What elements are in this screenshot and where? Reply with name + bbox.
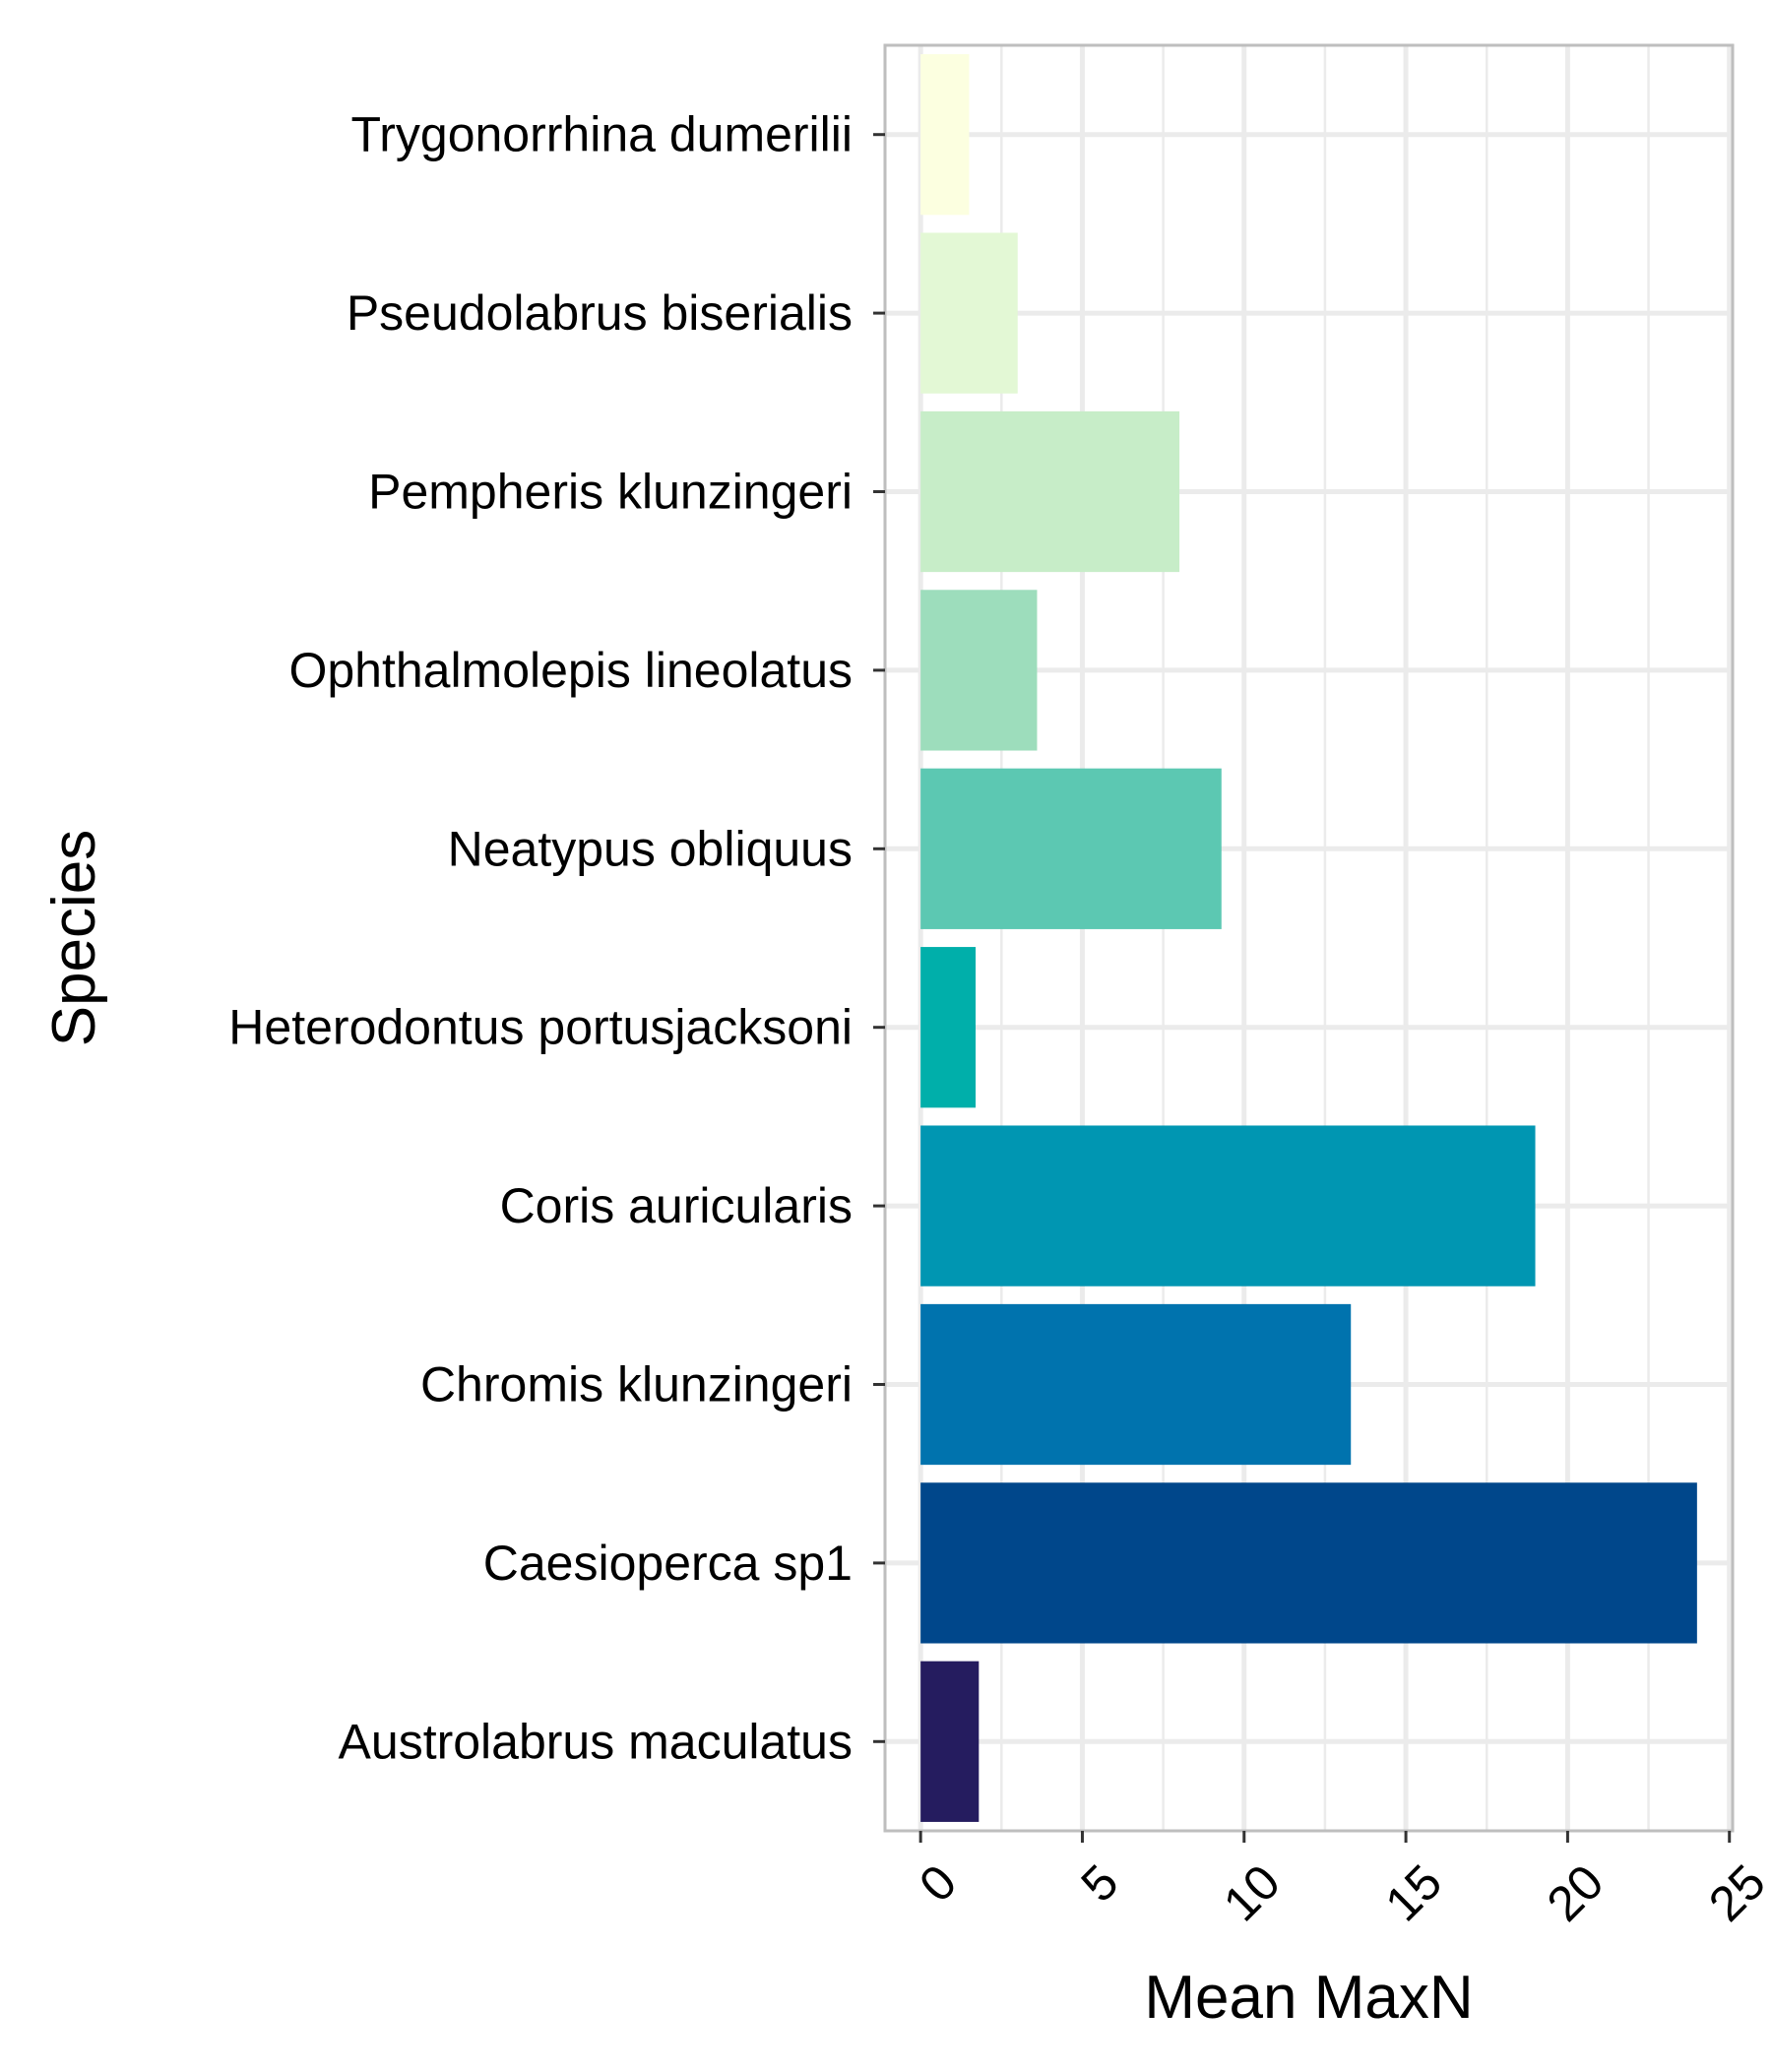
y-tick-label: Ophthalmolepis lineolatus <box>288 643 853 698</box>
bar <box>920 590 1038 751</box>
bar <box>920 1125 1536 1287</box>
bar <box>920 54 970 216</box>
panel-border <box>883 43 1735 1833</box>
bar <box>920 410 1180 573</box>
x-axis-title: Mean MaxN <box>1144 1964 1473 2032</box>
bar <box>920 1661 980 1822</box>
y-tick-label: Chromis klunzingeri <box>420 1357 853 1413</box>
bar <box>920 1303 1352 1466</box>
y-tick-label: Neatypus obliquus <box>448 821 853 876</box>
y-tick-label: Pempheris klunzingeri <box>368 465 853 520</box>
bar <box>920 768 1222 929</box>
y-axis-title: Species <box>40 830 108 1047</box>
y-tick-label: Coris auricularis <box>500 1178 853 1233</box>
bar <box>920 947 977 1108</box>
y-tick-label: Pseudolabrus biserialis <box>347 285 853 341</box>
y-tick-label: Caesioperca sp1 <box>483 1536 853 1591</box>
y-tick-label: Austrolabrus maculatus <box>339 1714 853 1769</box>
y-tick-label: Heterodontus portusjacksoni <box>228 1000 853 1055</box>
bars <box>920 54 1697 1822</box>
y-tick-label: Trygonorrhina dumerilii <box>351 107 853 162</box>
bar <box>920 1482 1697 1644</box>
bar <box>920 232 1018 394</box>
